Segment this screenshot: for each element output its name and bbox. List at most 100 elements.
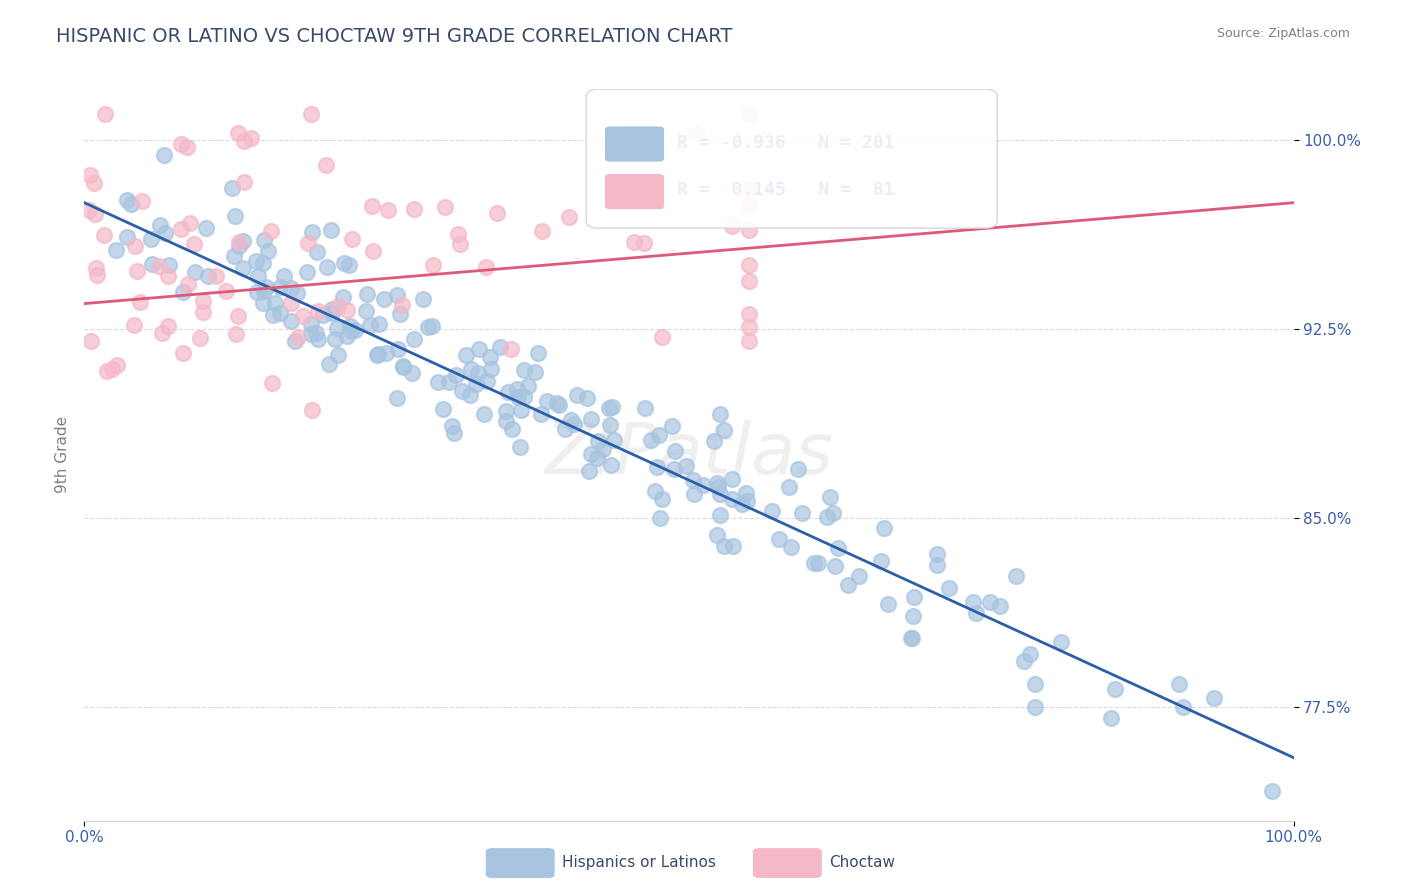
FancyBboxPatch shape — [605, 126, 665, 162]
Point — [225, 327, 247, 342]
Point — [404, 332, 426, 346]
Point — [356, 286, 378, 301]
Point — [837, 578, 859, 592]
Point — [506, 390, 529, 404]
Point — [803, 556, 825, 570]
Point — [738, 107, 761, 121]
Point — [815, 509, 838, 524]
Point — [252, 296, 274, 310]
Point — [901, 608, 924, 623]
Point — [706, 528, 728, 542]
Point — [172, 346, 194, 360]
Point — [499, 342, 522, 356]
Point — [84, 261, 107, 276]
Point — [326, 321, 349, 335]
Point — [444, 368, 467, 382]
Point — [269, 279, 291, 293]
Point — [472, 407, 495, 421]
Point — [548, 398, 571, 412]
Point — [592, 442, 614, 456]
Point — [479, 362, 502, 376]
Point — [253, 233, 276, 247]
Point — [299, 107, 322, 121]
Point — [903, 591, 925, 605]
Point — [738, 198, 761, 212]
Point — [321, 222, 343, 236]
FancyBboxPatch shape — [586, 89, 997, 228]
Point — [321, 306, 343, 320]
Point — [579, 412, 602, 426]
Point — [323, 332, 346, 346]
Point — [575, 391, 598, 405]
Point — [648, 511, 671, 525]
Point — [692, 478, 714, 492]
Point — [318, 357, 340, 371]
Point — [664, 443, 686, 458]
Point — [179, 216, 201, 230]
Point — [280, 281, 302, 295]
Point — [738, 222, 761, 236]
Point — [422, 258, 444, 272]
Point — [1173, 700, 1195, 714]
Point — [336, 328, 359, 343]
Point — [326, 347, 349, 361]
Point — [336, 302, 359, 317]
Point — [450, 384, 472, 398]
Point — [257, 244, 280, 258]
Point — [721, 472, 744, 486]
Point — [337, 258, 360, 272]
Point — [315, 158, 337, 172]
Point — [170, 136, 193, 151]
Text: Source: ZipAtlas.com: Source: ZipAtlas.com — [1216, 27, 1350, 40]
Text: Choctaw: Choctaw — [830, 855, 896, 870]
Point — [83, 176, 105, 190]
Point — [675, 459, 697, 474]
Point — [157, 258, 180, 272]
Point — [1104, 682, 1126, 697]
Point — [245, 253, 267, 268]
Point — [222, 249, 245, 263]
Point — [468, 343, 491, 357]
Point — [316, 260, 339, 274]
Point — [661, 418, 683, 433]
Point — [287, 330, 309, 344]
Point — [475, 260, 498, 274]
Text: HISPANIC OR LATINO VS CHOCTAW 9TH GRADE CORRELATION CHART: HISPANIC OR LATINO VS CHOCTAW 9TH GRADE … — [56, 27, 733, 45]
Point — [367, 346, 389, 360]
Point — [600, 400, 623, 414]
Point — [651, 492, 673, 507]
Point — [311, 308, 333, 322]
Point — [738, 258, 761, 272]
Point — [1019, 647, 1042, 661]
Point — [239, 130, 262, 145]
Point — [633, 235, 655, 250]
Y-axis label: 9th Grade: 9th Grade — [55, 417, 70, 493]
Point — [228, 235, 250, 249]
Point — [524, 365, 547, 379]
Point — [176, 277, 198, 291]
Point — [269, 306, 291, 320]
Point — [962, 595, 984, 609]
Point — [262, 308, 284, 322]
FancyBboxPatch shape — [605, 173, 665, 210]
Point — [366, 348, 388, 362]
Point — [512, 390, 534, 404]
Text: R = -0.936   N = 201: R = -0.936 N = 201 — [676, 134, 894, 152]
Point — [1099, 711, 1122, 725]
Point — [84, 207, 107, 221]
Point — [93, 227, 115, 242]
Point — [377, 202, 399, 217]
Point — [280, 296, 302, 310]
Point — [170, 222, 193, 236]
Point — [467, 366, 489, 380]
Point — [416, 319, 439, 334]
Point — [527, 346, 550, 360]
Point — [536, 394, 558, 409]
Point — [232, 234, 254, 248]
Point — [301, 225, 323, 239]
Point — [232, 134, 254, 148]
Point — [172, 285, 194, 300]
Point — [640, 433, 662, 447]
Point — [713, 423, 735, 437]
Point — [153, 148, 176, 162]
